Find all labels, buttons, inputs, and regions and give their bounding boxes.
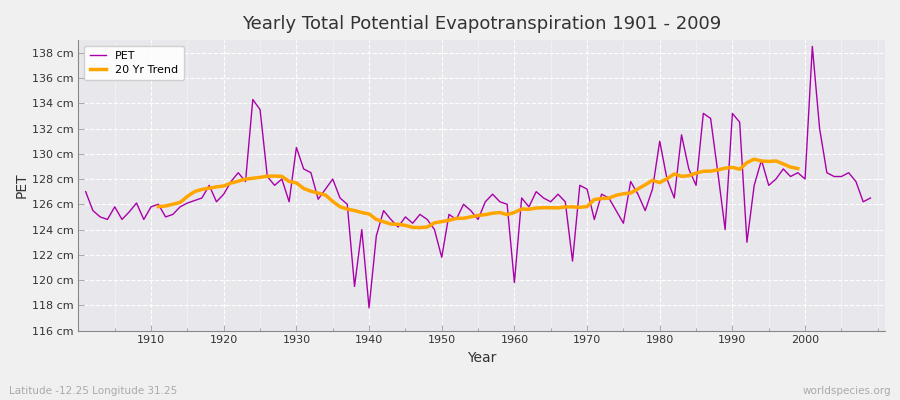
20 Yr Trend — [219, 184, 230, 188]
Legend: PET, 20 Yr Trend: PET, 20 Yr Trend — [84, 46, 184, 80]
Y-axis label: PET: PET — [15, 172, 29, 198]
Title: Yearly Total Potential Evapotranspiration 1901 - 2009: Yearly Total Potential Evapotranspiratio… — [242, 15, 721, 33]
PET — [342, 202, 353, 207]
20 Yr Trend — [400, 223, 410, 228]
PET — [80, 189, 91, 194]
20 Yr Trend — [749, 157, 760, 162]
Line: 20 Yr Trend: 20 Yr Trend — [158, 159, 797, 228]
20 Yr Trend — [153, 204, 164, 209]
PET — [509, 280, 520, 285]
PET — [298, 166, 309, 171]
PET — [139, 217, 149, 222]
PET — [807, 44, 818, 49]
PET — [865, 196, 876, 200]
Text: Latitude -12.25 Longitude 31.25: Latitude -12.25 Longitude 31.25 — [9, 386, 177, 396]
20 Yr Trend — [284, 179, 294, 184]
20 Yr Trend — [727, 165, 738, 170]
20 Yr Trend — [415, 225, 426, 230]
20 Yr Trend — [487, 211, 498, 216]
PET — [517, 196, 527, 200]
20 Yr Trend — [233, 179, 244, 184]
X-axis label: Year: Year — [467, 351, 497, 365]
20 Yr Trend — [792, 166, 803, 171]
PET — [364, 306, 374, 310]
Text: worldspecies.org: worldspecies.org — [803, 386, 891, 396]
PET — [604, 196, 615, 200]
Line: PET: PET — [86, 46, 870, 308]
